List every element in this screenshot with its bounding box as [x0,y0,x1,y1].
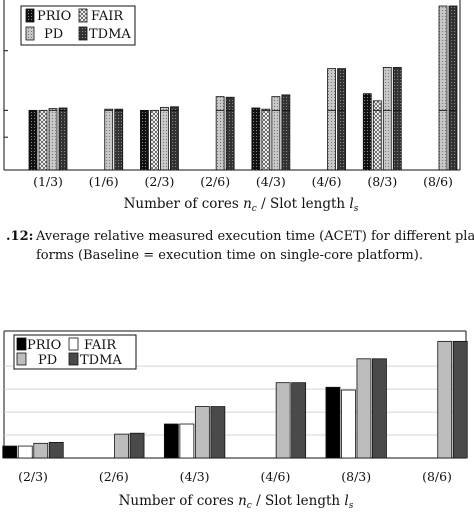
caption-line-2: forms (Baseline = execution time on sing… [36,248,423,263]
caption-number: .12: [6,229,33,244]
chart-1-x-axis-label: Number of cores nc / Slot length ls [124,196,359,214]
legend-2-label-tdma: TDMA [80,353,122,368]
bar-fair-2-3 [150,109,159,171]
bar-tdma-1-6 [114,108,124,171]
chart-2-x-axis-label: Number of cores nc / Slot length ls [119,493,354,511]
bar-fair-8-3 [372,100,382,171]
bar-2-pd-2-3 [33,442,49,459]
bar-pd-8-6 [438,5,448,171]
legend-swatch-fair [78,8,88,23]
bar-2-pd-4-3 [194,406,210,459]
chart-2: (2/3) (2/6) (4/3) (4/6) (8/3) (8/6) PRIO FAIR… [2,330,468,511]
x-tick-label-2-2-6: (2/6) [99,469,129,484]
legend-label-pd: PD [44,27,63,42]
x-tick-label-2-4-3: (4/3) [180,469,210,484]
bar-tdma-2-3 [170,106,179,171]
bar-tdma-4-6 [337,68,346,171]
bar-2-fair-2-3 [17,445,33,459]
chart-2-gridlines [4,365,466,436]
legend-2-label-pd: PD [38,353,57,368]
bar-2-pd-4-6 [275,382,291,459]
legend-2-label-fair: FAIR [84,338,117,353]
bar-2-tdma-4-3 [210,406,226,459]
bar-2-tdma-8-6 [452,340,468,459]
chart-1-legend-box [20,5,136,46]
caption-line-1: Average relative measured execution time… [35,229,474,244]
legend-swatch-pd [25,26,35,41]
bar-2-tdma-4-6 [291,382,307,459]
bar-2-pd-8-6 [437,340,453,459]
chart-1-legend: PRIO FAIR PD TDMA [20,5,136,46]
legend-2-swatch-fair [68,337,79,351]
legend-swatch-prio [25,8,35,23]
bar-pd-2-3 [160,106,169,171]
bar-prio-1-3 [28,109,38,171]
chart-1-y-ticks [4,50,8,138]
bar-pd-1-3 [48,108,58,171]
bar-pd-4-6 [327,68,336,171]
bar-tdma-8-3 [392,67,402,171]
bar-tdma-8-6 [448,5,458,171]
bar-2-prio-8-3 [325,386,341,459]
x-tick-label-2-6: (2/6) [200,174,230,189]
chart-1-bars [28,5,458,171]
bar-prio-8-3 [362,93,372,171]
bar-2-tdma-2-6 [129,432,145,459]
chart-2-bars [2,340,468,459]
bar-pd-1-6 [104,108,114,171]
bar-tdma-1-3 [58,107,68,171]
chart-2-legend: PRIO FAIR PD TDMA [13,334,137,370]
x-tick-label-2-8-6: (8/6) [422,469,452,484]
bar-pd-4-3 [271,96,281,171]
bar-fair-4-3 [261,108,271,171]
legend-label-tdma: TDMA [89,27,131,42]
x-tick-label-2-2-3: (2/3) [18,469,48,484]
bar-pd-2-6 [215,96,225,171]
x-tick-label-2-4-6: (4/6) [260,469,290,484]
bar-2-fair-4-3 [179,423,195,459]
bar-pd-8-3 [382,67,392,171]
x-tick-label-2-3: (2/3) [144,174,174,189]
figure-caption: .12: Average relative measured execution… [6,229,474,263]
bar-2-tdma-2-3 [48,441,64,459]
chart-1-x-tick-labels: (1/3) (1/6) (2/3) (2/6) (4/3) (4/6) (8/3) (8/6) [33,174,453,189]
x-tick-label-1-6: (1/6) [89,174,119,189]
x-tick-label-4-6: (4/6) [312,174,342,189]
legend-2-swatch-pd [16,352,27,366]
bar-tdma-4-3 [281,94,291,171]
legend-label-fair: FAIR [91,9,124,24]
bar-2-tdma-8-3 [372,358,387,459]
bar-fair-1-3 [38,109,48,171]
bar-prio-4-3 [251,107,261,171]
legend-label-prio: PRIO [37,9,71,24]
bar-2-prio-4-3 [163,423,179,459]
x-tick-label-4-3: (4/3) [256,174,286,189]
bar-2-prio-2-3 [2,445,18,459]
x-tick-label-2-8-3: (8/3) [341,469,371,484]
legend-swatch-tdma [78,26,88,41]
legend-2-swatch-prio [16,337,27,351]
legend-2-swatch-tdma [68,352,79,366]
x-tick-label-8-6: (8/6) [423,174,453,189]
bar-2-pd-2-6 [114,433,129,459]
bar-tdma-2-6 [225,96,235,171]
bar-2-fair-8-3 [341,389,356,459]
x-tick-label-1-3: (1/3) [33,174,63,189]
bar-2-pd-8-3 [356,358,372,459]
bar-prio-2-3 [140,109,149,171]
legend-2-label-prio: PRIO [27,338,61,353]
chart-1: (1/3) (1/6) (2/3) (2/6) (4/3) (4/6) (8/3) (8/6)… [3,0,461,214]
chart-2-x-tick-labels: (2/3) (2/6) (4/3) (4/6) (8/3) (8/6) [18,469,452,484]
x-tick-label-8-3: (8/3) [367,174,397,189]
